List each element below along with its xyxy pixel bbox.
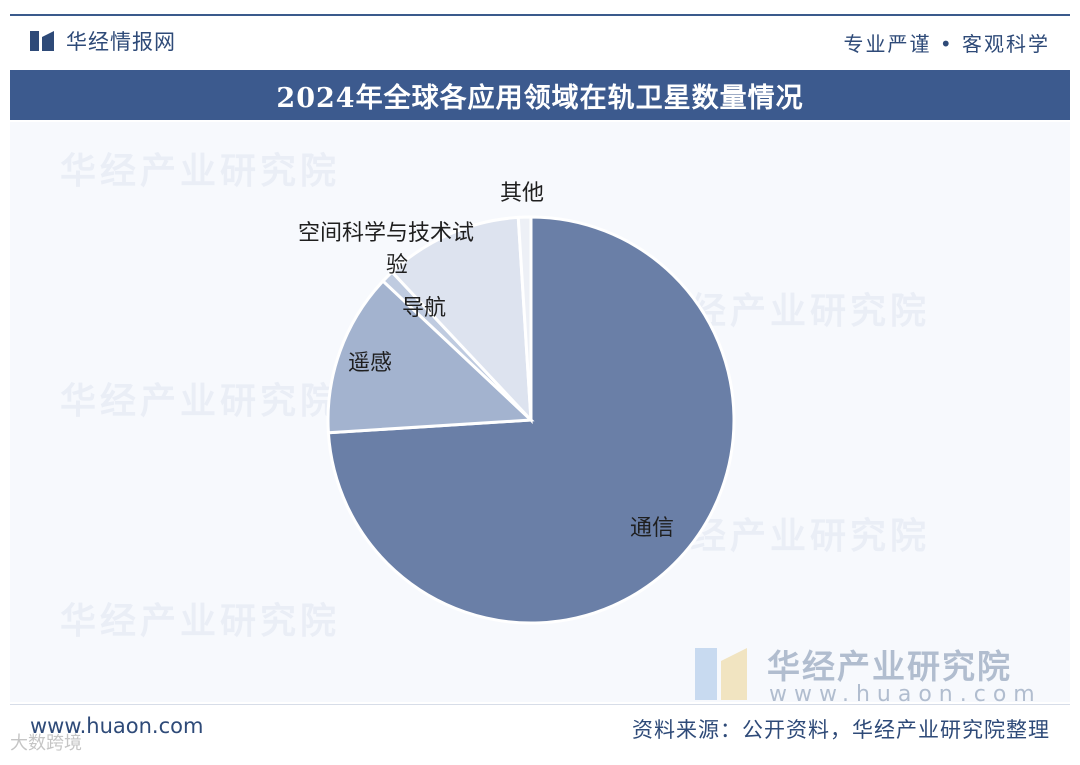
chart-title: 2024年全球各应用领域在轨卫星数量情况 xyxy=(276,82,804,114)
pie-slice-5 xyxy=(516,215,533,421)
footer-rule xyxy=(10,704,1070,705)
corner-watermark: 大数跨境 xyxy=(10,733,82,754)
logo-icon xyxy=(30,28,56,54)
top-rule xyxy=(10,14,1070,16)
pie-slice-4 xyxy=(389,215,533,425)
header: 华经情报网 专业严谨 • 客观科学 xyxy=(0,18,1080,64)
logo: 华经情报网 xyxy=(30,26,176,56)
brand-watermark: 华经产业研究院 www.huaon.com xyxy=(695,640,1035,710)
brand-watermark-icon xyxy=(695,644,751,700)
pie-label-5: 其他 xyxy=(500,181,544,206)
title-bar: 2024年全球各应用领域在轨卫星数量情况 xyxy=(10,70,1070,120)
pie-label-4: 空间科学与技术试验 xyxy=(298,221,474,278)
footer-source: 资料来源：公开资料，华经产业研究院整理 xyxy=(632,718,1050,742)
pie-label-3: 导航 xyxy=(402,296,446,321)
pie-label-2: 遥感 xyxy=(348,351,392,376)
watermark-text: 华经产业研究院 xyxy=(60,381,341,422)
footer-url: www.huaon.com xyxy=(30,714,204,738)
slogan: 专业严谨 • 客观科学 xyxy=(843,32,1050,56)
watermark-text: 华经产业研究院 xyxy=(60,151,341,192)
logo-text: 华经情报网 xyxy=(66,30,176,54)
pie-label-1: 通信 xyxy=(630,516,674,541)
watermark-text: 华经产业研究院 xyxy=(60,601,341,642)
brand-watermark-url: www.huaon.com xyxy=(769,682,1042,707)
pie-slice-2 xyxy=(326,278,535,435)
brand-watermark-name: 华经产业研究院 xyxy=(767,647,1012,686)
